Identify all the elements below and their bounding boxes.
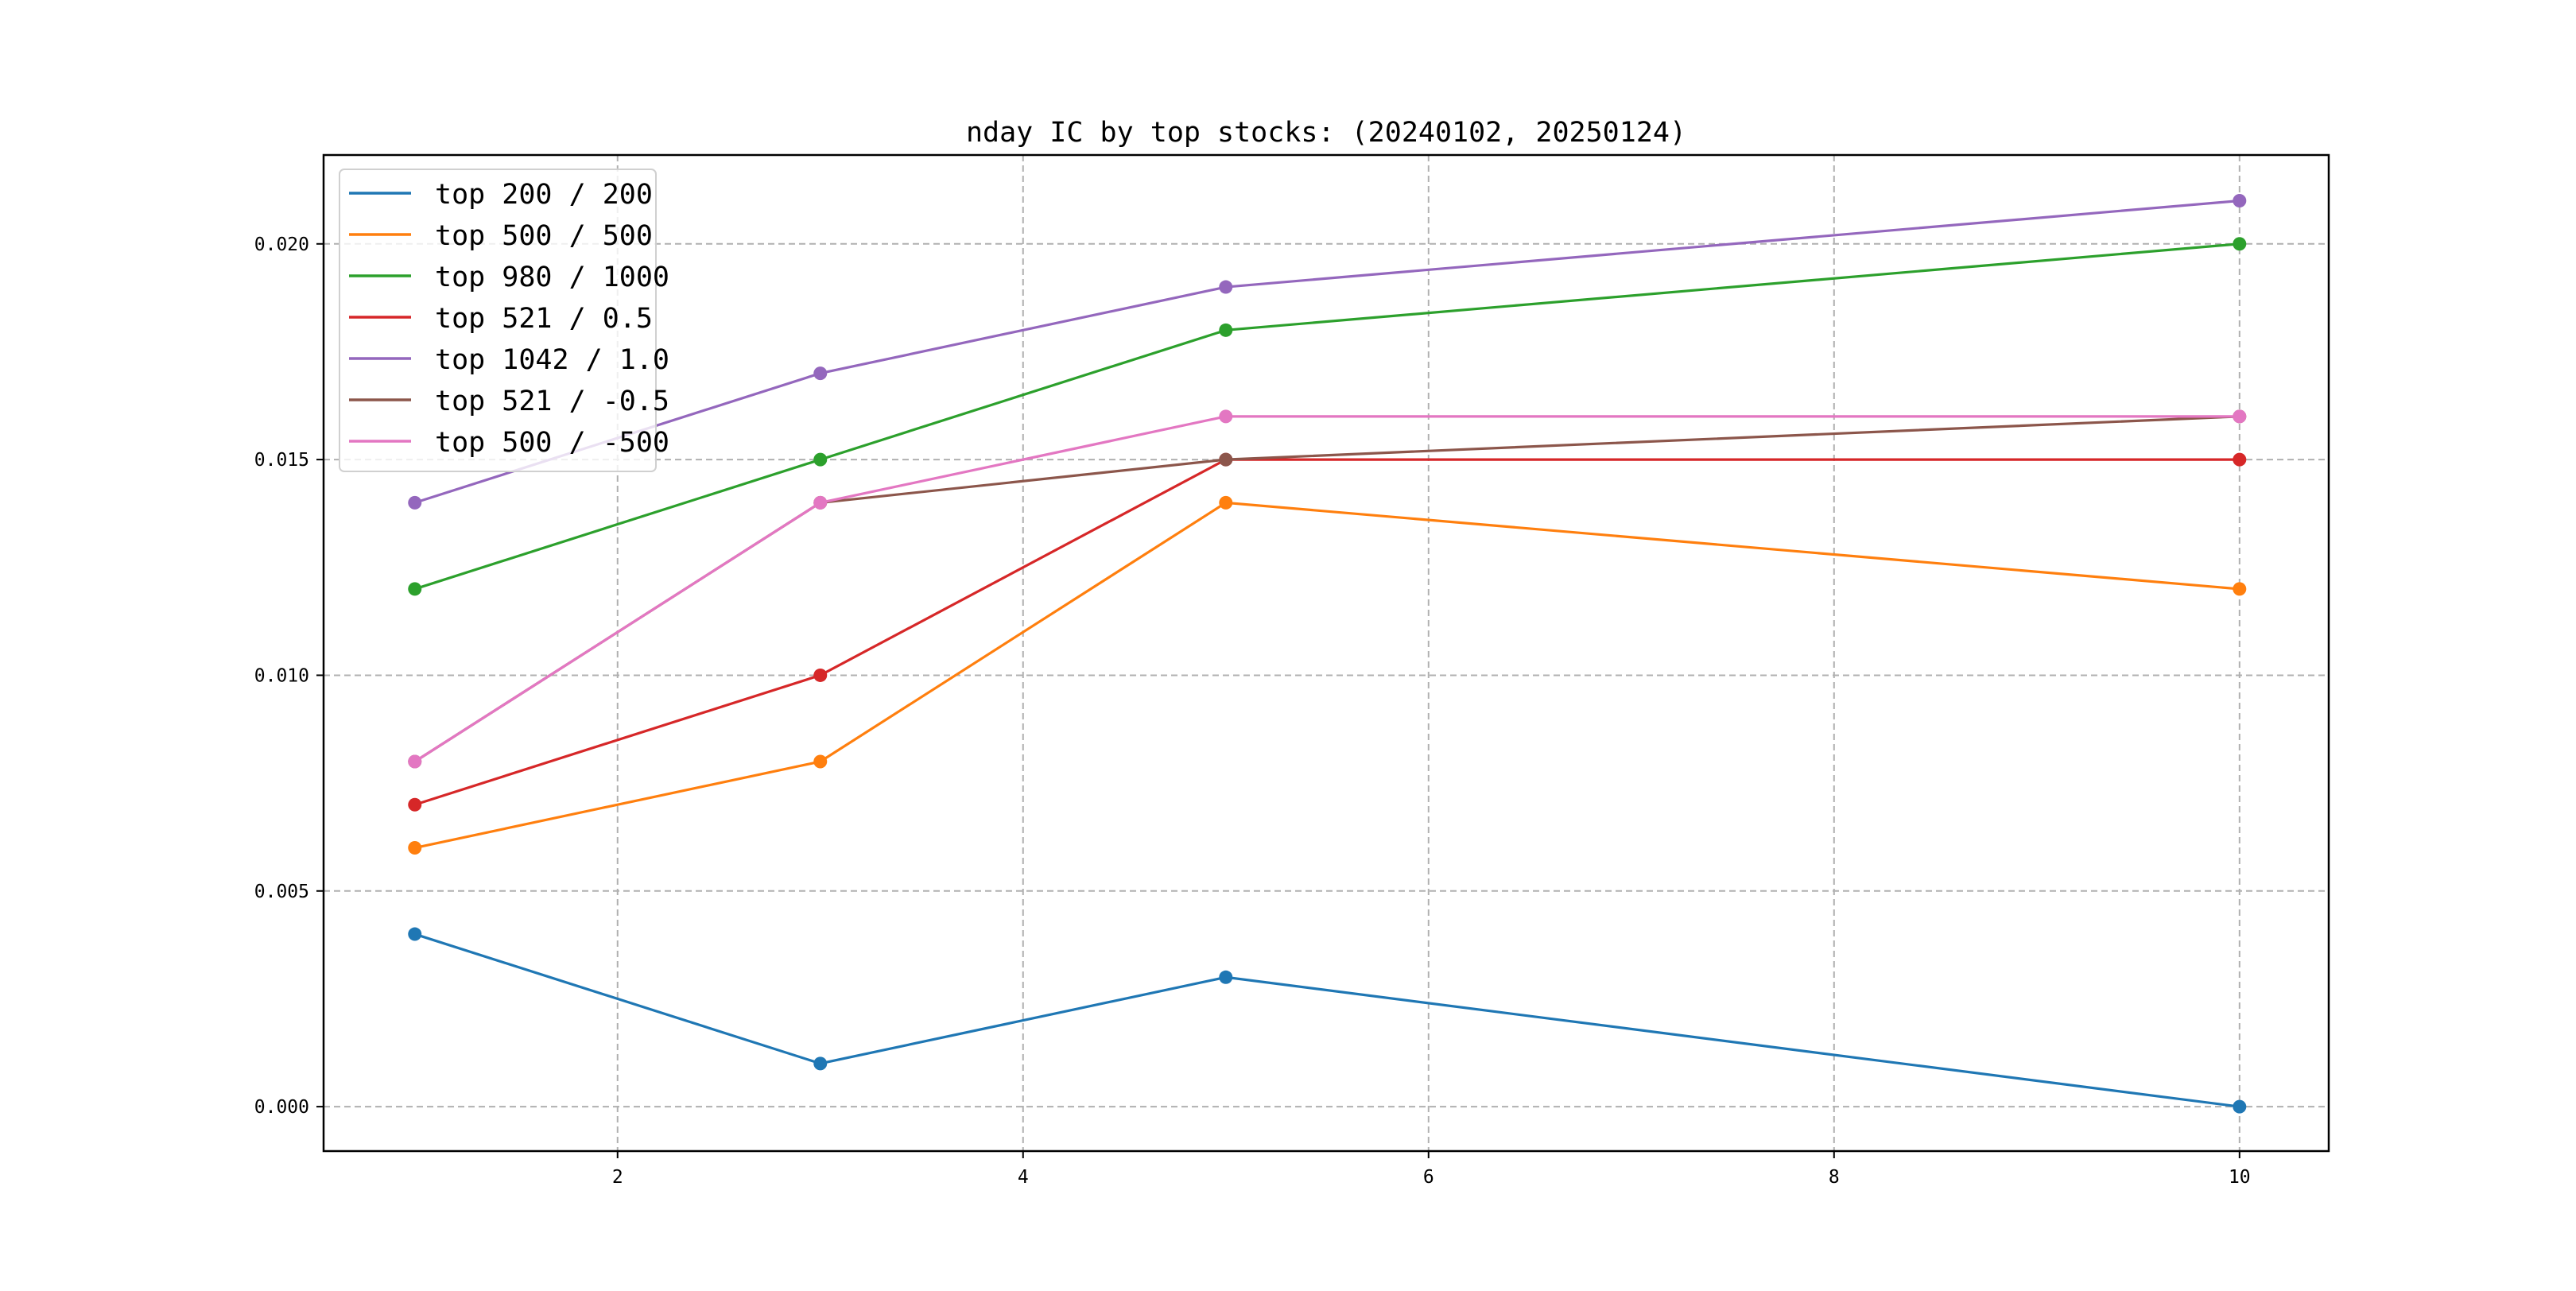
data-point bbox=[813, 366, 828, 381]
series-line bbox=[414, 932, 2240, 1108]
chart-title: nday IC by top stocks: (20240102, 202501… bbox=[966, 117, 1686, 149]
series-line bbox=[413, 415, 2240, 763]
data-point bbox=[813, 452, 828, 467]
legend: top 200 / 200 top 500 / 500 top 980 / 1000… bbox=[339, 169, 669, 472]
x-tick-label: 6 bbox=[1423, 1167, 1434, 1188]
data-point bbox=[813, 668, 828, 682]
legend-label: top 521 / 0.5 bbox=[435, 303, 653, 335]
data-point bbox=[1219, 409, 1233, 424]
legend-label: top 500 / 500 bbox=[435, 220, 653, 252]
y-tick-label: 0.020 bbox=[254, 235, 309, 255]
series-top-1042-1-0 bbox=[408, 194, 2247, 510]
data-point bbox=[408, 927, 422, 941]
x-tick-label: 4 bbox=[1018, 1167, 1029, 1188]
legend-label: top 200 / 200 bbox=[435, 179, 653, 211]
data-point bbox=[408, 495, 422, 510]
axis-ticks: 2 4 6 8 10 0.000 0.005 0.010 0.015 0.020 bbox=[254, 235, 2251, 1188]
series-top-521-0-5 bbox=[408, 452, 2247, 812]
legend-box bbox=[339, 169, 657, 472]
series-line bbox=[414, 199, 2240, 504]
series-top-500-500 bbox=[408, 495, 2247, 855]
x-tick-label: 10 bbox=[2229, 1167, 2251, 1188]
legend-label: top 1042 / 1.0 bbox=[435, 344, 669, 376]
y-tick-label: 0.015 bbox=[254, 450, 309, 471]
series-line bbox=[414, 242, 2240, 591]
y-tick-label: 0.000 bbox=[254, 1097, 309, 1118]
data-point bbox=[1219, 280, 1233, 294]
data-point bbox=[2233, 582, 2247, 596]
series-line bbox=[414, 458, 2240, 806]
series-top-500-500 bbox=[408, 409, 2247, 769]
data-point bbox=[2233, 194, 2247, 208]
plot-frame bbox=[322, 153, 2330, 1153]
data-point bbox=[408, 841, 422, 855]
data-point bbox=[2233, 237, 2247, 251]
x-tick-label: 2 bbox=[612, 1167, 623, 1188]
series-line bbox=[413, 415, 2240, 763]
data-point bbox=[408, 754, 422, 769]
data-point bbox=[2233, 1099, 2247, 1114]
y-tick-label: 0.005 bbox=[254, 882, 309, 902]
data-point bbox=[408, 797, 422, 812]
data-point bbox=[408, 582, 422, 596]
series-lines bbox=[408, 194, 2247, 1114]
data-point bbox=[813, 754, 828, 769]
data-point bbox=[1219, 495, 1233, 510]
data-point bbox=[2233, 409, 2247, 424]
data-point bbox=[1219, 970, 1233, 984]
data-point bbox=[2233, 452, 2247, 467]
data-point bbox=[813, 495, 828, 510]
data-point bbox=[813, 1056, 828, 1071]
data-point bbox=[1219, 452, 1233, 467]
legend-label: top 500 / -500 bbox=[435, 427, 669, 459]
legend-label: top 980 / 1000 bbox=[435, 262, 669, 293]
x-tick-label: 8 bbox=[1829, 1167, 1840, 1188]
y-tick-label: 0.010 bbox=[254, 665, 309, 686]
series-line bbox=[414, 501, 2240, 850]
legend-label: top 521 / -0.5 bbox=[435, 386, 669, 417]
data-point bbox=[1219, 323, 1233, 337]
series-top-200-200 bbox=[408, 927, 2247, 1114]
series-top-980-1000 bbox=[408, 237, 2247, 596]
grid bbox=[324, 155, 2329, 1151]
